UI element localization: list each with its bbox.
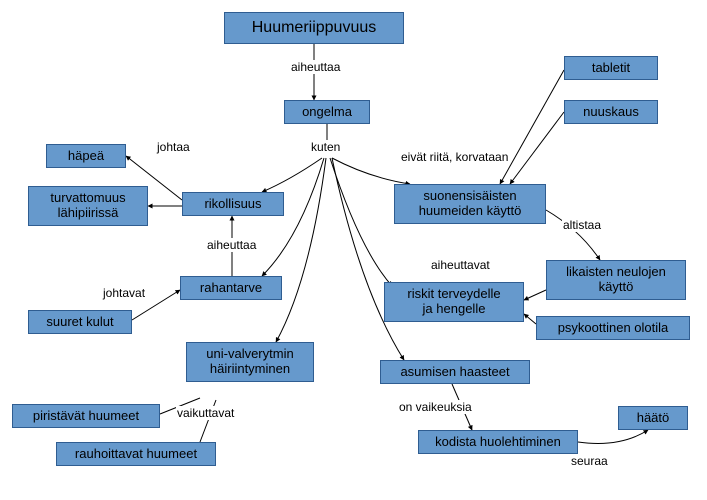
- concept-map-canvas: aiheuttaa kuten johtaa aiheuttaa johtavat eiv…: [0, 0, 707, 500]
- node-univalve[interactable]: uni-valverytmin häiriintyminen: [186, 342, 314, 382]
- node-asumisen[interactable]: asumisen haasteet: [380, 360, 530, 384]
- edge-label-e9: johtaa: [156, 140, 191, 154]
- edge-label-e18: vaikuttavat: [176, 406, 235, 420]
- edge-label-e21: seuraa: [570, 454, 609, 468]
- node-rikollisuus[interactable]: rikollisuus: [182, 192, 284, 216]
- node-huumeriippuvuus[interactable]: Huumeriippuvuus: [224, 12, 404, 44]
- node-likaiset[interactable]: likaisten neulojen käyttö: [546, 260, 686, 300]
- node-rauhoittavat[interactable]: rauhoittavat huumeet: [56, 442, 216, 466]
- node-piristavat[interactable]: piristävät huumeet: [12, 404, 160, 428]
- node-suuret[interactable]: suuret kulut: [28, 310, 132, 334]
- edge-e16: [524, 290, 546, 300]
- node-hapea[interactable]: häpeä: [46, 144, 126, 168]
- node-rahantarve[interactable]: rahantarve: [180, 276, 282, 300]
- node-suonen[interactable]: suonensisäisten huumeiden käyttö: [394, 184, 546, 224]
- node-riskit[interactable]: riskit terveydelle ja hengelle: [384, 282, 524, 322]
- edge-e5: [262, 158, 324, 276]
- node-turvattomuus[interactable]: turvattomuus lähipiirissä: [28, 186, 148, 226]
- node-nuuskaus[interactable]: nuuskaus: [564, 100, 658, 124]
- edge-e7: [276, 158, 326, 342]
- node-kodista[interactable]: kodista huolehtiminen: [418, 430, 578, 454]
- edge-e3: [262, 158, 322, 192]
- edge-e13: [500, 70, 564, 184]
- node-psykoottinen[interactable]: psykoottinen olotila: [536, 316, 690, 340]
- edge-label-e2: kuten: [310, 140, 341, 154]
- edge-label-e16: aiheuttavat: [430, 258, 491, 272]
- edge-label-e20: on vaikeuksia: [398, 400, 473, 414]
- edge-e21: [578, 430, 648, 444]
- edge-label-e13: eivät riitä, korvataan: [400, 150, 509, 164]
- node-haato[interactable]: häätö: [618, 406, 688, 430]
- edge-label-e12: johtavat: [102, 286, 146, 300]
- edge-e6: [330, 158, 392, 286]
- node-ongelma[interactable]: ongelma: [284, 100, 370, 124]
- edge-label-e15: altistaa: [562, 218, 602, 232]
- edge-e14: [510, 112, 564, 184]
- edge-label-e1: aiheuttaa: [290, 60, 341, 74]
- edge-label-e11: aiheuttaa: [206, 238, 257, 252]
- node-tabletit[interactable]: tabletit: [564, 56, 658, 80]
- edge-e4: [332, 158, 410, 184]
- edge-e17: [524, 314, 536, 324]
